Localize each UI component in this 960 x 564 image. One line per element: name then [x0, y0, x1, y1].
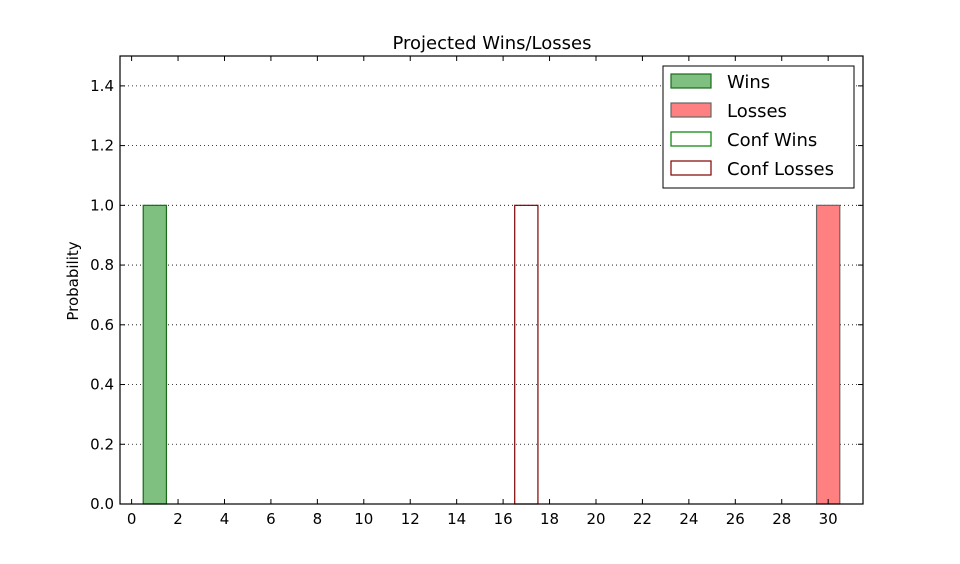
y-tick-label: 0.6	[90, 316, 114, 334]
x-tick-label: 2	[173, 510, 183, 528]
x-tick-label: 30	[819, 510, 838, 528]
y-tick-label: 1.0	[90, 196, 114, 214]
x-tick-label: 0	[127, 510, 137, 528]
x-tick-label: 16	[494, 510, 513, 528]
y-tick-label: 0.2	[90, 435, 114, 453]
legend-swatch	[670, 160, 712, 176]
x-tick-label: 12	[401, 510, 420, 528]
bar-wins	[142, 204, 168, 505]
x-tick-label: 8	[313, 510, 323, 528]
x-tick-label: 22	[633, 510, 652, 528]
x-tick-label: 20	[586, 510, 605, 528]
y-tick-label: 0.0	[90, 495, 114, 513]
y-tick-label: 1.2	[90, 137, 114, 155]
y-axis-label: Probability	[64, 241, 82, 320]
legend-label: Conf Losses	[727, 159, 834, 180]
x-tick-label: 10	[354, 510, 373, 528]
x-tick-label: 28	[772, 510, 791, 528]
x-tick-label: 26	[726, 510, 745, 528]
y-tick-label: 0.4	[90, 376, 114, 394]
bar-conf-losses	[514, 204, 539, 505]
legend-label: Wins	[727, 72, 770, 93]
bars	[120, 204, 863, 505]
x-tick-label: 24	[679, 510, 698, 528]
axis-ticks: 0.00.20.40.60.81.01.21.40 2 4 6 8 10 12 14 16 18 2…	[90, 56, 863, 528]
y-tick-label: 1.4	[90, 77, 114, 95]
legend: Wins Losses Conf Wins Conf Losses	[662, 65, 855, 189]
legend-swatch	[670, 102, 712, 118]
legend-swatch	[670, 73, 712, 89]
legend-label: Conf Wins	[727, 130, 817, 151]
x-tick-label: 6	[266, 510, 276, 528]
plot-frame	[119, 55, 864, 505]
x-tick-label: 14	[447, 510, 466, 528]
bar-losses	[815, 204, 841, 505]
y-tick-label: 0.8	[90, 256, 114, 274]
chart-title: Projected Wins/Losses	[393, 33, 592, 54]
x-tick-label: 4	[220, 510, 230, 528]
legend-label: Losses	[727, 101, 787, 122]
legend-swatch	[670, 131, 712, 147]
x-tick-label: 18	[540, 510, 559, 528]
